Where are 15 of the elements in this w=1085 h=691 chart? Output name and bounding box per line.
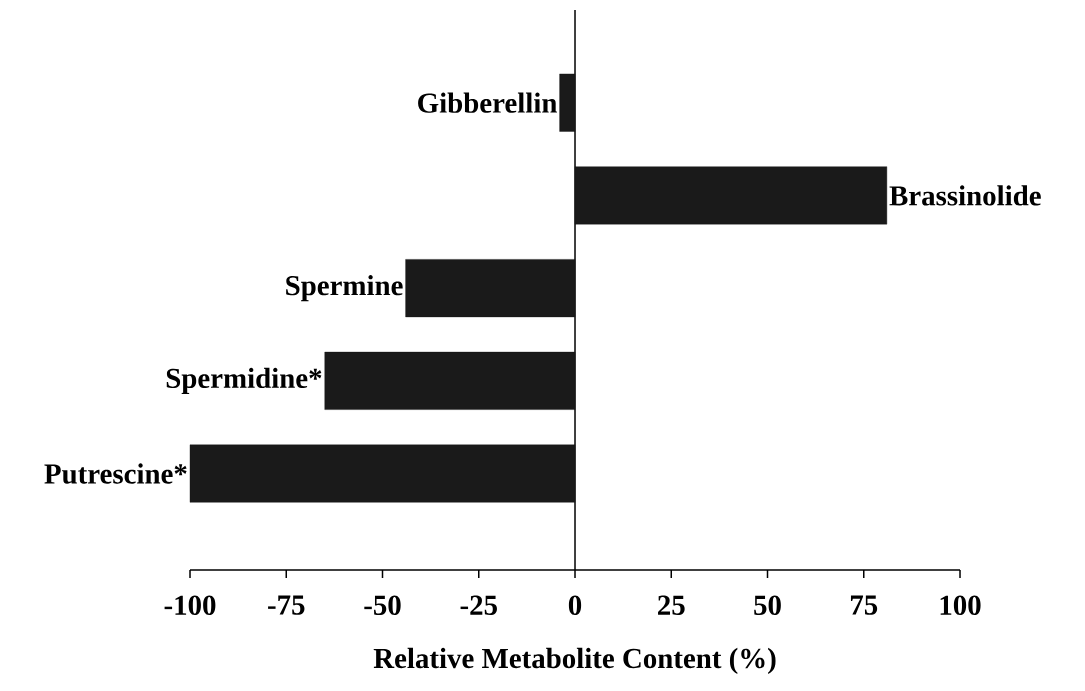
y-tick-label: Putrescine* bbox=[44, 463, 187, 484]
y-tick-label: Spermidine* bbox=[166, 367, 322, 394]
x-tick-label: 25 bbox=[658, 595, 685, 615]
x-tick-label: -25 bbox=[460, 595, 497, 615]
x-tick-label: 100 bbox=[940, 595, 981, 616]
x-tick-label: -50 bbox=[364, 595, 401, 616]
y-tick-label: Gibberellin bbox=[418, 92, 557, 113]
x-tick-label: 50 bbox=[754, 595, 781, 616]
x-tick-label: -100 bbox=[164, 595, 216, 616]
y-tick-label: Spermine bbox=[286, 275, 403, 302]
x-tick-label: 75 bbox=[850, 595, 878, 615]
x-axis-title: Relative Metabolite Content (%) bbox=[373, 647, 776, 675]
x-tick-label: 0 bbox=[568, 595, 582, 616]
y-tick-label: Brassinolide bbox=[889, 185, 1041, 206]
x-tick-label: -75 bbox=[268, 595, 305, 615]
